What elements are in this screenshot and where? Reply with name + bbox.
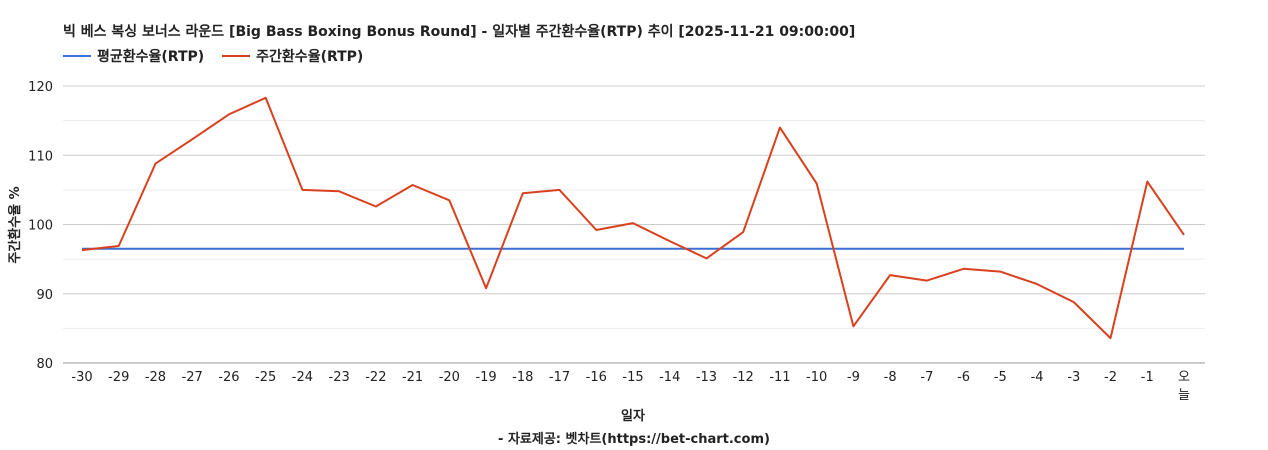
x-tick-label: -18 (512, 370, 533, 385)
legend-label-weekly: 주간환수율(RTP) (256, 49, 364, 65)
x-tick-label: -27 (182, 370, 203, 385)
x-tick-label: -25 (255, 370, 276, 385)
x-tick-label: -28 (145, 370, 166, 385)
x-tick-label: -19 (475, 370, 496, 385)
x-tick-label: -26 (218, 370, 239, 385)
x-tick-label: -9 (847, 370, 860, 385)
x-tick-label: -21 (402, 370, 423, 385)
y-axis-ticks: 80 90 100 110 120 (28, 80, 53, 372)
x-tick-label: -1 (1141, 370, 1154, 385)
x-tick-label: -6 (957, 370, 970, 385)
y-tick-label: 80 (36, 357, 53, 372)
x-tick-label: -12 (733, 370, 754, 385)
legend: 평균환수율(RTP) 주간환수율(RTP) (63, 46, 363, 66)
x-tick-label: -23 (329, 370, 350, 385)
legend-swatch-average (63, 55, 91, 57)
chart-title: 빅 베스 복싱 보너스 라운드 [Big Bass Boxing Bonus R… (63, 24, 856, 40)
x-tick-label: 오 (1178, 370, 1190, 385)
x-tick-label: 늘 (1178, 388, 1190, 403)
x-tick-label: -4 (1031, 370, 1044, 385)
x-tick-label: -10 (806, 370, 827, 385)
x-tick-label: -17 (549, 370, 570, 385)
source-note: - 자료제공: 벳차트(https://bet-chart.com) (498, 432, 770, 447)
legend-swatch-weekly (222, 55, 251, 57)
x-tick-label: -11 (769, 370, 790, 385)
x-axis-ticks: -30 -29 -28 -27 -26 -25 -24 -23 -22 -21 -20 -19 -18 -… (71, 370, 1190, 403)
x-tick-label: -7 (920, 370, 933, 385)
x-axis-title: 일자 (621, 409, 645, 424)
y-tick-label: 120 (28, 80, 53, 95)
y-tick-label: 90 (36, 288, 53, 303)
y-tick-label: 100 (28, 219, 53, 234)
series-lines (81, 96, 1185, 340)
x-tick-label: -15 (622, 370, 643, 385)
x-tick-label: -29 (108, 370, 129, 385)
x-tick-label: -16 (586, 370, 607, 385)
legend-label-average: 평균환수율(RTP) (97, 49, 205, 65)
legend-item-average[interactable]: 평균환수율(RTP) (63, 46, 204, 66)
x-tick-label: -20 (439, 370, 460, 385)
x-tick-label: -22 (365, 370, 386, 385)
x-tick-label: -30 (71, 370, 92, 385)
x-tick-label: -3 (1067, 370, 1080, 385)
series-line-weekly (81, 96, 1185, 340)
x-tick-label: -13 (696, 370, 717, 385)
x-tick-label: -5 (994, 370, 1007, 385)
x-tick-label: -24 (292, 370, 313, 385)
legend-item-weekly[interactable]: 주간환수율(RTP) (222, 46, 363, 66)
y-axis-title: 주간환수율 % (7, 186, 23, 263)
x-tick-label: -2 (1104, 370, 1117, 385)
x-tick-label: -14 (659, 370, 680, 385)
grid-lines (63, 85, 1205, 364)
x-tick-label: -8 (884, 370, 897, 385)
y-tick-label: 110 (28, 149, 53, 164)
